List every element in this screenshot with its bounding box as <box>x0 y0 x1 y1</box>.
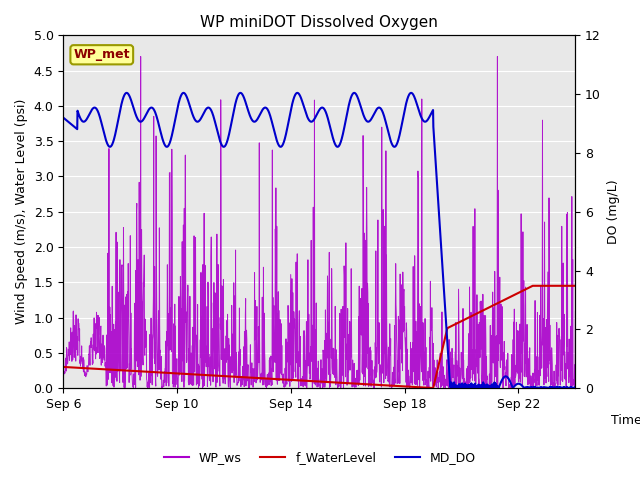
Title: WP miniDOT Dissolved Oxygen: WP miniDOT Dissolved Oxygen <box>200 15 438 30</box>
Y-axis label: Wind Speed (m/s), Water Level (psi): Wind Speed (m/s), Water Level (psi) <box>15 99 28 324</box>
X-axis label: Time: Time <box>611 414 640 427</box>
Legend: WP_ws, f_WaterLevel, MD_DO: WP_ws, f_WaterLevel, MD_DO <box>159 446 481 469</box>
Text: WP_met: WP_met <box>74 48 130 61</box>
Y-axis label: DO (mg/L): DO (mg/L) <box>607 180 620 244</box>
